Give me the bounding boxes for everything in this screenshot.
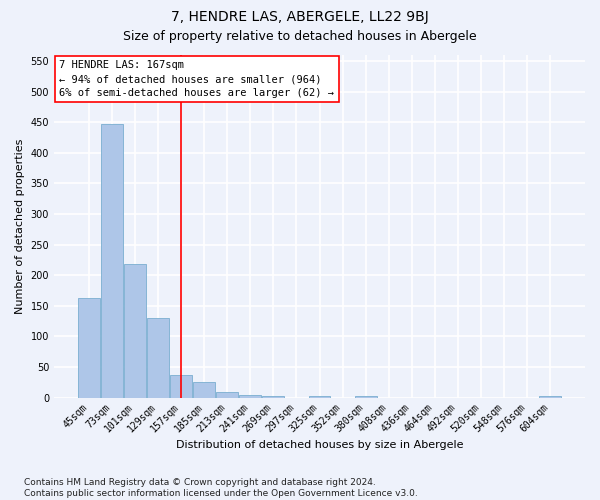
Text: 7 HENDRE LAS: 167sqm
← 94% of detached houses are smaller (964)
6% of semi-detac: 7 HENDRE LAS: 167sqm ← 94% of detached h… bbox=[59, 60, 334, 98]
Bar bbox=[355, 396, 377, 398]
Bar bbox=[217, 392, 238, 398]
Bar bbox=[101, 124, 123, 398]
Bar bbox=[239, 395, 262, 398]
Y-axis label: Number of detached properties: Number of detached properties bbox=[15, 138, 25, 314]
Text: Size of property relative to detached houses in Abergele: Size of property relative to detached ho… bbox=[123, 30, 477, 43]
Bar bbox=[308, 396, 331, 398]
Bar bbox=[78, 298, 100, 398]
Bar bbox=[170, 375, 192, 398]
Bar bbox=[147, 318, 169, 398]
Bar bbox=[193, 382, 215, 398]
Text: 7, HENDRE LAS, ABERGELE, LL22 9BJ: 7, HENDRE LAS, ABERGELE, LL22 9BJ bbox=[171, 10, 429, 24]
X-axis label: Distribution of detached houses by size in Abergele: Distribution of detached houses by size … bbox=[176, 440, 463, 450]
Bar bbox=[539, 396, 561, 398]
Bar bbox=[262, 396, 284, 398]
Bar bbox=[124, 264, 146, 398]
Text: Contains HM Land Registry data © Crown copyright and database right 2024.
Contai: Contains HM Land Registry data © Crown c… bbox=[24, 478, 418, 498]
